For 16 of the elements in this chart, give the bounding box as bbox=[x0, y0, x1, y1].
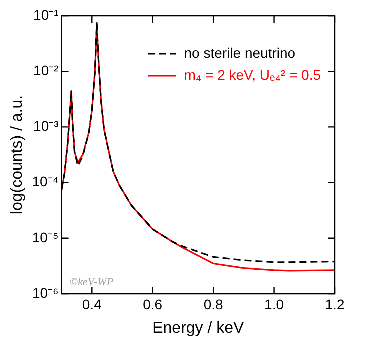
y-tick-label: 10⁻² bbox=[34, 62, 60, 78]
x-tick-label: 1.0 bbox=[264, 296, 284, 312]
y-tick-label: 10⁻¹ bbox=[34, 6, 60, 23]
x-tick-label: 0.6 bbox=[143, 296, 163, 312]
y-axis-title: log(counts) / a.u. bbox=[9, 95, 26, 215]
y-tick-label: 10⁻⁶ bbox=[32, 284, 59, 301]
x-tick-label: 0.8 bbox=[204, 296, 224, 312]
x-axis-title: Energy / keV bbox=[152, 320, 245, 337]
x-tick-label: 1.2 bbox=[325, 296, 345, 312]
legend-label: no sterile neutrino bbox=[184, 44, 296, 61]
y-tick-label: 10⁻⁵ bbox=[32, 229, 59, 246]
y-tick-label: 10⁻⁴ bbox=[32, 174, 59, 190]
y-tick-label: 10⁻³ bbox=[34, 118, 60, 134]
x-tick-label: 0.4 bbox=[82, 296, 102, 312]
legend-label: m₄ = 2 keV, Uₑ₄² = 0.5 bbox=[184, 66, 322, 83]
annotation: ©keV-WP bbox=[70, 276, 114, 288]
